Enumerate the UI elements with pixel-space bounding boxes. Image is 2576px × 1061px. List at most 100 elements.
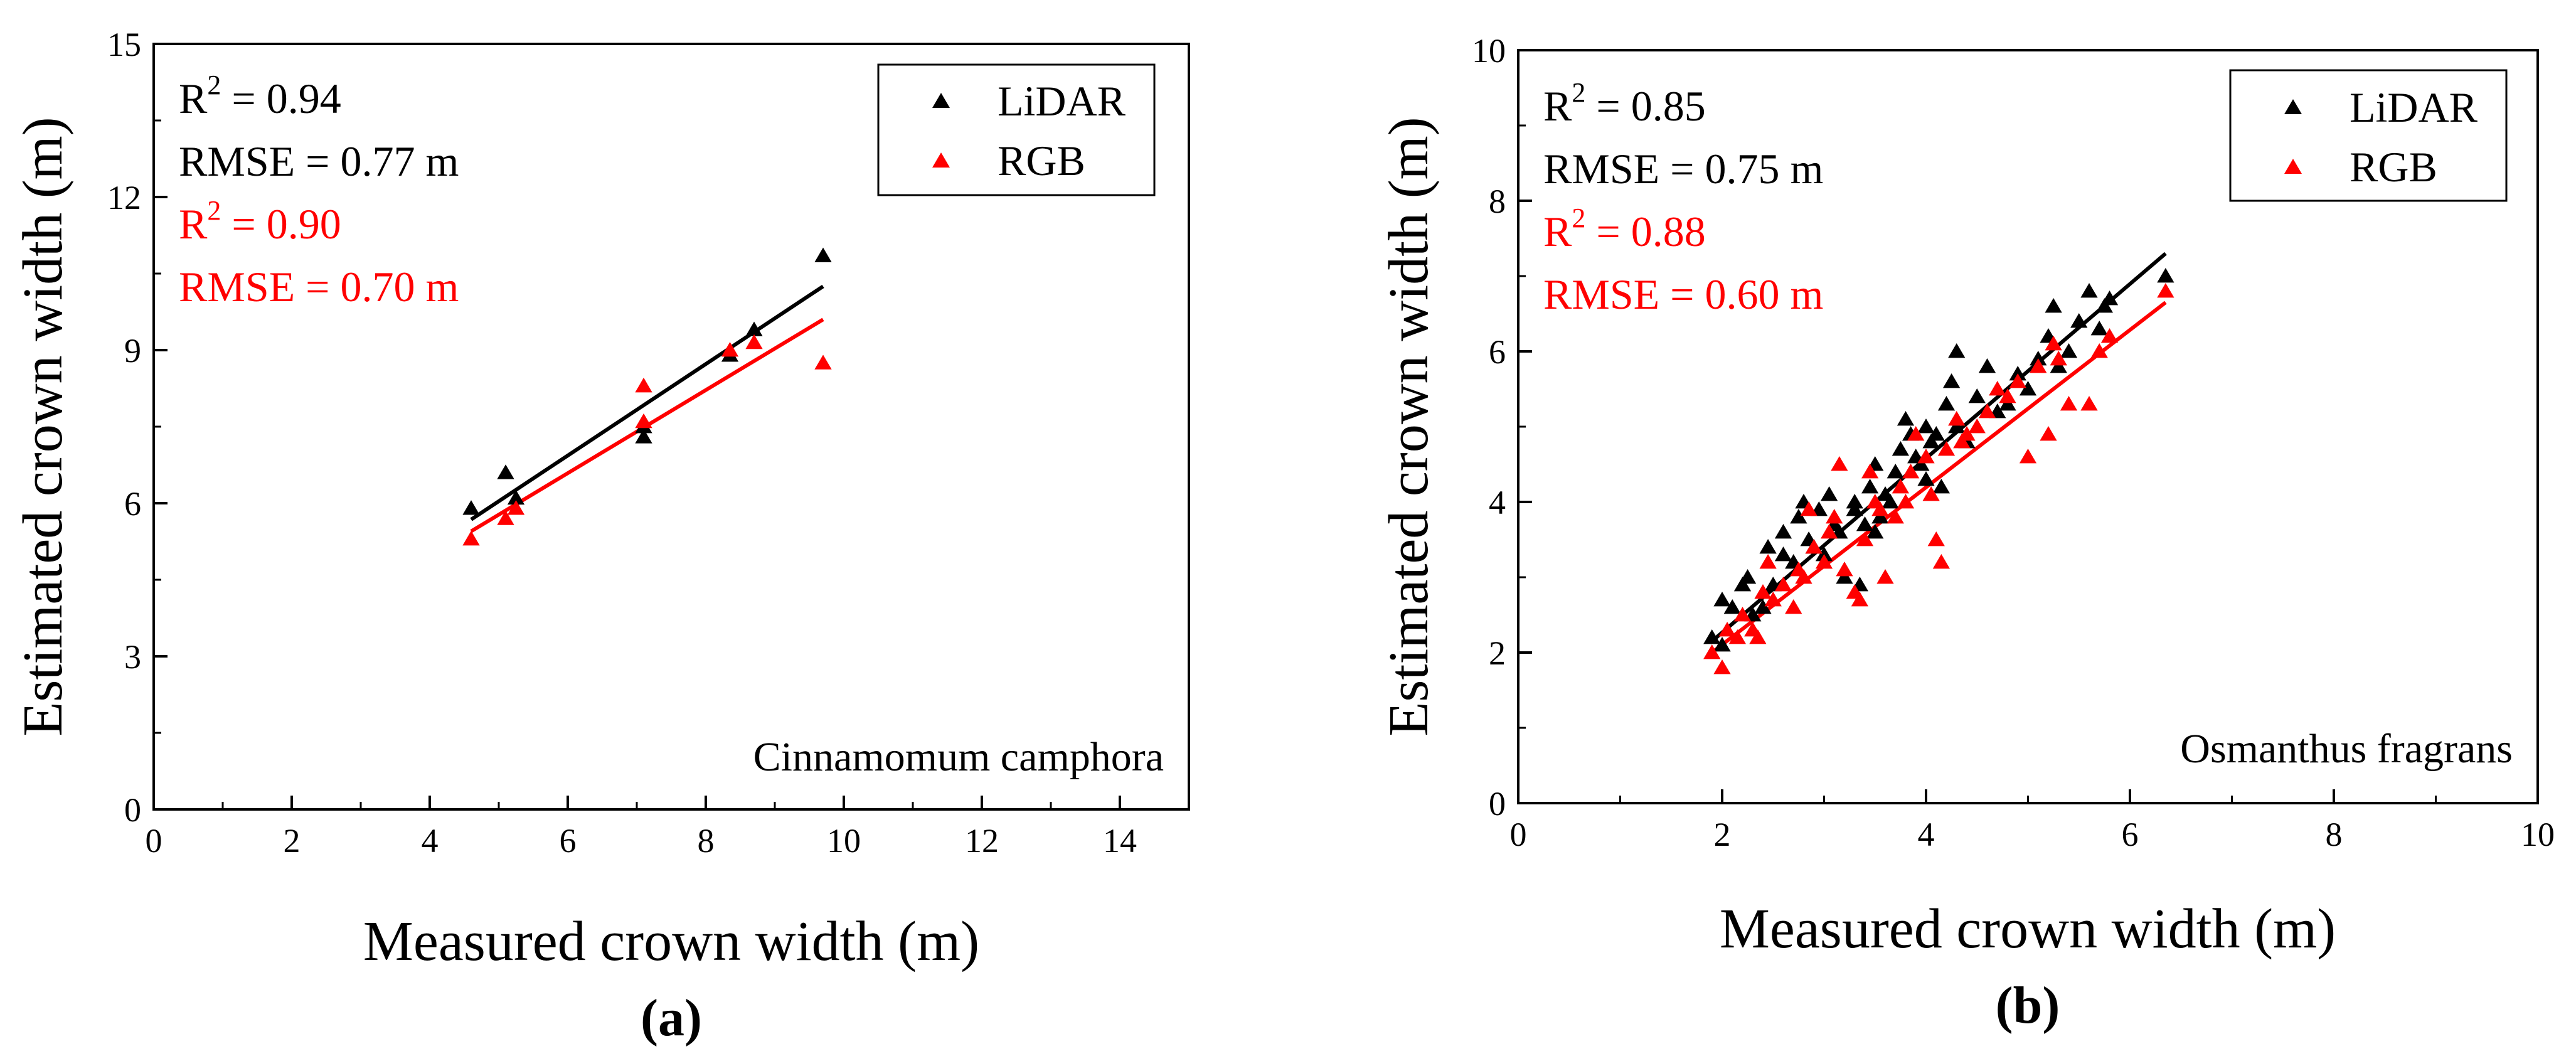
panel-b-y-tick-label: 8 [1489, 183, 1506, 220]
panel-b-r2-rgb: R2 = 0.88 [1543, 203, 1706, 255]
panel-b-lidar-point [1754, 599, 1772, 614]
panel-b-rgb-point [2157, 283, 2174, 298]
panel-b-x-tick-label: 6 [2122, 816, 2139, 853]
panel-b-lidar-point [1846, 494, 1863, 509]
panel-b-lidar-point [1897, 411, 1915, 426]
panel-a-legend: LiDAR RGB [877, 63, 1156, 196]
panel-b-lidar-point [1861, 479, 1879, 494]
panel-b-lidar-point [1917, 419, 1935, 434]
panel-b-lidar-point [2050, 358, 2067, 373]
panel-a-lidar-point [507, 489, 525, 505]
panel-b-rgb-point [1876, 569, 1894, 584]
panel-b-rgb-point [2009, 373, 2026, 388]
panel-b-lidar-point [2095, 298, 2114, 313]
panel-b-lidar-point [1932, 479, 1951, 494]
panel-b-lidar-point [2070, 313, 2088, 328]
panel-a-r2-rgb-superscript: 2 [207, 195, 221, 226]
panel-b-rgb-point [1831, 456, 1848, 471]
panel-b-rgb-point [1836, 562, 1853, 577]
panel-b-rgb-point [1856, 531, 1874, 546]
panel-b-lidar-point [1836, 569, 1853, 584]
panel-b-rgb-point [1902, 464, 1920, 479]
panel-a-r2-lidar-value: = 0.94 [221, 75, 341, 122]
panel-b-y-tick-label: 2 [1489, 634, 1506, 672]
panel-a-legend-box [877, 63, 1156, 196]
panel-b-rgb-point [1826, 509, 1843, 524]
panel-b-rgb-point [2090, 343, 2108, 358]
panel-b-lidar-point [1871, 509, 1889, 524]
panel-b-rgb-point [1953, 434, 1971, 449]
panel-b-rgb-point [1759, 554, 1777, 569]
panel-a-rgb-point [814, 355, 832, 370]
panel-a-rgb-point [507, 500, 525, 515]
panel-b-legend: LiDAR RGB [2229, 69, 2508, 202]
panel-a-x-tick-label: 0 [146, 822, 162, 860]
panel-b-rmse-rgb: RMSE = 0.60 m [1543, 270, 1823, 318]
panel-b-rgb-point [1958, 426, 1976, 441]
panel-a-x-axis-label: Measured crown width (m) [363, 910, 979, 973]
panel-b-lidar-point [1856, 516, 1874, 531]
panel-b-rgb-point [2100, 328, 2119, 343]
panel-b-lidar-point [1948, 419, 1966, 434]
panel-b-rgb-point [1892, 479, 1910, 494]
panel-a-y-tick-label: 15 [107, 26, 141, 63]
panel-b-lidar-point [1948, 343, 1966, 358]
panel-b-x-tick-label: 10 [2521, 816, 2555, 853]
panel-b-lidar-point [1937, 396, 1956, 411]
panel-b-r2-rgb-label: R [1543, 208, 1572, 255]
panel-b-rgb-point [1887, 509, 1904, 524]
panel-a-rgb-point [635, 413, 652, 429]
panel-b-lidar-point [1927, 426, 1945, 441]
panel-a-x-tick-label: 4 [422, 822, 439, 860]
panel-a-legend-lidar-label: LiDAR [998, 77, 1126, 125]
panel-b-lidar-point [1774, 524, 1792, 539]
panel-b-legend-lidar-marker [2284, 99, 2302, 114]
panel-b-rgb-fit-line [1710, 301, 2167, 654]
panel-b-rgb-point [2050, 351, 2067, 366]
panel-b-rgb-point [1795, 569, 1812, 584]
panel-b-marks [1703, 252, 2174, 674]
panel-b-y-axis-label: Estimated crown width (m) [1378, 117, 1440, 736]
panel-b-rgb-point [1927, 531, 1945, 546]
panel-b-rgb-point [1815, 554, 1833, 569]
panel-b-rgb-point [1820, 524, 1838, 539]
panel-b-label: (b) [1996, 976, 2060, 1035]
panel-b-rgb-point [2080, 396, 2098, 411]
panel-b-rgb-point [1968, 419, 1986, 434]
panel-a-r2-rgb: R2 = 0.90 [179, 195, 341, 248]
panel-a-y-tick-label: 3 [124, 638, 141, 676]
panel-b-lidar-point [1815, 546, 1833, 562]
panel-b-rgb-point [1733, 607, 1752, 622]
panel-a-rgb-point [721, 342, 739, 357]
panel-b-lidar-point [1738, 569, 1757, 584]
panel-b-x-tick-label: 4 [1918, 816, 1935, 853]
panel-b-rgb-point [1978, 403, 1996, 419]
panel-a-x-tick-label: 8 [698, 822, 715, 860]
panel-b-lidar-point [1713, 637, 1731, 652]
panel-b-lidar-point [1999, 396, 2016, 411]
panel-b-legend-lidar-label: LiDAR [2350, 83, 2478, 131]
panel-a-lidar-point [462, 500, 480, 515]
panel-a-y-tick-label: 12 [107, 179, 141, 216]
panel-b-legend-rgb-marker [2284, 159, 2302, 174]
panel-a-r2-lidar-label: R [179, 75, 208, 122]
panel-a-legend-rgb-marker [932, 152, 950, 168]
panel-b-x-tick-label: 2 [1714, 816, 1731, 853]
panel-b-rgb-point [1764, 592, 1782, 607]
panel-b-lidar-point [1887, 464, 1904, 479]
panel-b-lidar-point [1846, 501, 1863, 516]
panel-a-lidar-point [814, 247, 832, 262]
panel-a-rgb-point [745, 334, 763, 349]
panel-b-rgb-point [1917, 449, 1935, 464]
panel-b-rgb-point [1785, 599, 1802, 614]
panel-a-y-tick-label: 0 [124, 791, 141, 829]
panel-b-r2-lidar-label: R [1543, 82, 1572, 130]
panel-a-rgb-point [497, 510, 514, 525]
panel-b-x-tick-label: 0 [1510, 816, 1527, 853]
panel-a-y-tick-label: 9 [124, 332, 141, 370]
panel-b-lidar-point [1968, 388, 1986, 403]
panel-b-lidar-point [1912, 456, 1930, 471]
panel-b-rgb-point [1861, 464, 1879, 479]
panel-a-x-tick-label: 2 [284, 822, 301, 860]
